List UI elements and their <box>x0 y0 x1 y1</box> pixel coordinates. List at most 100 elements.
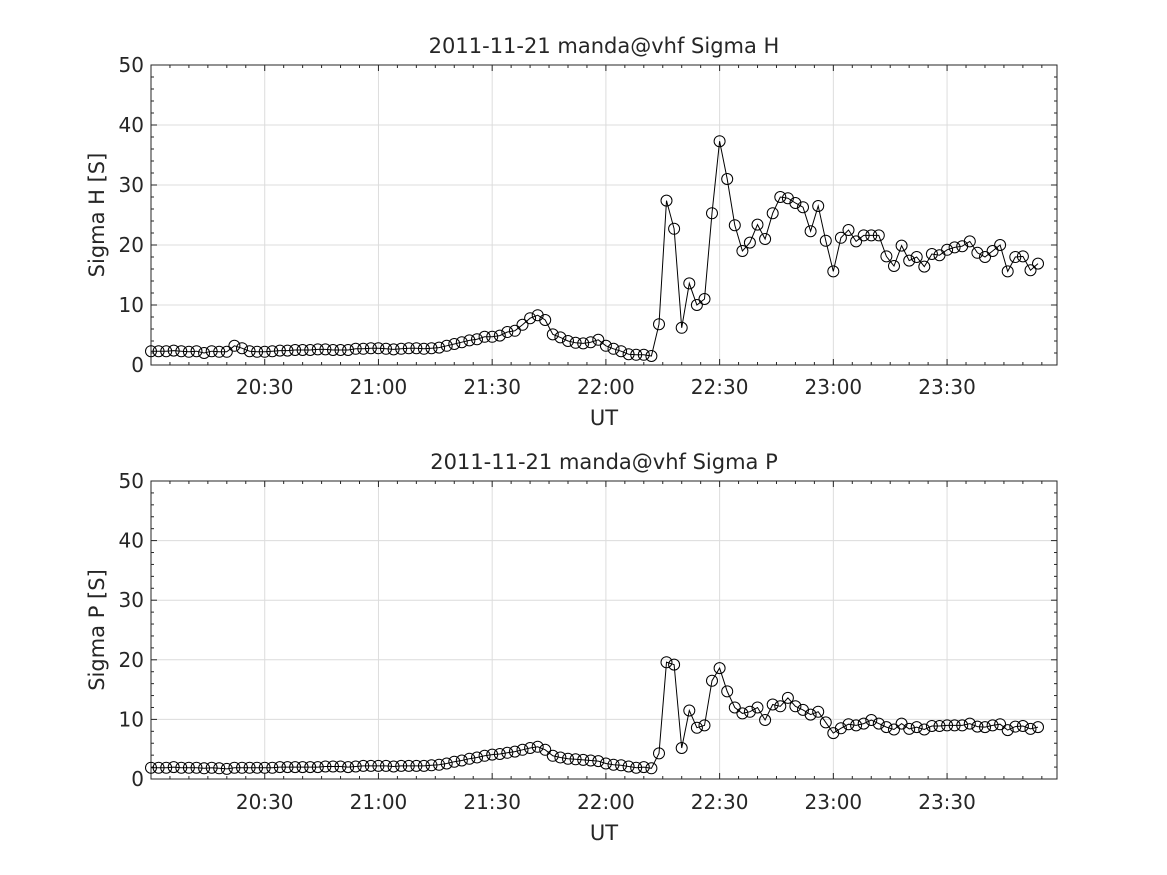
data-point <box>683 704 696 717</box>
data-point <box>804 225 817 238</box>
data-point <box>296 761 309 774</box>
chart-sigma-h: 0 10 20 30 40 50 20:30 21:00 21:30 22:00 22:30 23:0… <box>85 34 1058 430</box>
data-point <box>599 757 612 770</box>
data-point <box>531 740 544 753</box>
data-point <box>736 245 749 257</box>
data-point <box>251 345 264 358</box>
data-point <box>508 745 521 758</box>
data-point <box>486 748 499 761</box>
data-point <box>577 753 590 766</box>
data-point <box>501 326 514 338</box>
data-point <box>637 761 650 774</box>
data-point <box>857 717 870 730</box>
data-point <box>395 759 408 772</box>
data-point <box>349 342 362 355</box>
data-point <box>615 345 628 358</box>
data-point <box>774 700 787 713</box>
data-point <box>304 761 317 774</box>
data-point <box>463 752 476 765</box>
chart-title: 2011-11-21 manda@vhf Sigma P <box>430 450 778 474</box>
data-point <box>736 707 749 720</box>
data-point <box>622 760 635 773</box>
data-point <box>1009 720 1022 733</box>
data-point <box>698 719 711 732</box>
data-point <box>372 759 385 772</box>
data-point <box>311 343 324 356</box>
data-point <box>448 755 461 768</box>
data-point <box>918 723 931 736</box>
data-point <box>789 197 802 209</box>
y-tick-label: 40 <box>119 529 144 553</box>
data-point <box>175 345 188 358</box>
data-point <box>1009 251 1022 263</box>
data-point <box>198 762 211 775</box>
data-point <box>948 719 961 732</box>
data-point <box>895 239 908 252</box>
data-point <box>289 344 302 356</box>
x-tick-label: 23:30 <box>918 375 976 399</box>
data-point <box>743 236 756 249</box>
x-axis-label: UT <box>590 406 618 430</box>
data-point <box>675 742 688 754</box>
data-point <box>781 691 794 704</box>
data-point <box>607 758 620 771</box>
data-point <box>721 173 734 185</box>
x-tick-label: 23:00 <box>805 790 863 814</box>
x-tick-label: 22:30 <box>691 375 749 399</box>
data-point <box>751 218 764 231</box>
data-point <box>888 723 900 736</box>
data-point <box>236 761 248 774</box>
data-point <box>834 722 847 735</box>
x-tick-label: 23:30 <box>918 790 976 814</box>
data-point <box>728 701 741 714</box>
data-point <box>228 761 241 774</box>
y-tick-label: 30 <box>119 588 144 612</box>
data-point <box>152 761 165 774</box>
data-point <box>539 314 552 326</box>
data-point <box>327 760 339 773</box>
data-point <box>213 345 226 358</box>
data-point <box>417 342 430 355</box>
data-point <box>842 718 855 731</box>
data-point <box>478 330 491 343</box>
data-point <box>501 746 514 759</box>
data-point <box>819 234 832 247</box>
data-point <box>880 721 893 734</box>
data-point <box>417 759 430 772</box>
data-point <box>971 720 984 733</box>
data-point <box>364 342 377 355</box>
data-point <box>766 698 779 711</box>
data-point <box>872 229 885 242</box>
data-point <box>584 754 597 767</box>
data-point <box>766 207 779 220</box>
data-point <box>160 761 173 774</box>
data-point <box>145 345 157 358</box>
data-point <box>751 701 764 714</box>
data-point <box>524 312 537 325</box>
data-point <box>850 719 863 732</box>
data-point <box>402 759 415 772</box>
plot-frame <box>150 480 1058 780</box>
data-point <box>584 336 597 349</box>
data-point <box>455 336 468 349</box>
data-point <box>660 656 673 669</box>
data-point <box>190 761 203 774</box>
data-point <box>554 331 567 344</box>
data-point <box>364 759 377 772</box>
data-point <box>743 705 756 718</box>
y-axis-label: Sigma P [S] <box>85 569 109 691</box>
data-point <box>448 338 461 350</box>
data-point <box>857 229 870 242</box>
data-point <box>979 251 991 263</box>
data-point <box>243 345 256 358</box>
data-point <box>925 248 938 260</box>
data-point <box>668 658 681 671</box>
data-point <box>266 761 279 774</box>
data-point <box>941 719 954 732</box>
data-point <box>327 344 339 356</box>
data-point <box>819 716 832 729</box>
data-point <box>167 344 180 357</box>
data-point <box>653 318 665 331</box>
series-line <box>151 141 1039 357</box>
